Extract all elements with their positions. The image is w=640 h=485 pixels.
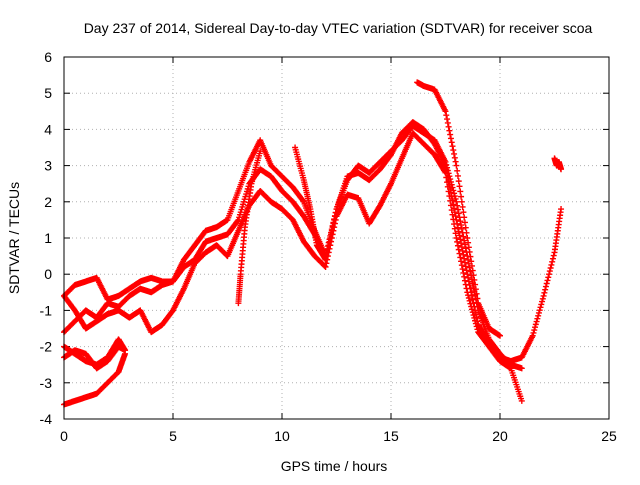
series-7 [414, 79, 503, 339]
series-markers [414, 79, 503, 339]
plot-frame [63, 56, 610, 420]
x-tick-label: 10 [274, 428, 290, 444]
series-8 [292, 144, 329, 263]
grid [64, 57, 609, 419]
y-tick-label: 1 [44, 230, 52, 246]
series-9 [235, 148, 264, 307]
y-tick-label: 3 [44, 158, 52, 174]
data-points [61, 79, 565, 408]
x-tick-label: 0 [60, 428, 68, 444]
y-tick-label: 0 [44, 266, 52, 282]
x-tick-label: 5 [169, 428, 177, 444]
x-tick-label: 20 [492, 428, 508, 444]
y-tick-label: 6 [44, 49, 52, 65]
y-tick-label: -2 [40, 339, 53, 355]
y-tick-label: 2 [44, 194, 52, 210]
series-markers [61, 350, 129, 408]
x-tick-label: 15 [383, 428, 399, 444]
y-tick-label: -1 [40, 302, 53, 318]
y-tick-label: 4 [44, 121, 52, 137]
series-markers [235, 148, 264, 307]
series-markers [292, 144, 329, 263]
series-markers [551, 155, 565, 173]
chart-title: Day 237 of 2014, Sidereal Day-to-day VTE… [84, 20, 593, 36]
series-10 [551, 155, 565, 173]
y-tick-label: -4 [40, 411, 53, 427]
y-axis-label: SDTVAR / TECUs [6, 182, 22, 294]
y-tick-label: 5 [44, 85, 52, 101]
x-axis-label: GPS time / hours [281, 458, 388, 474]
y-tick-label: -3 [40, 375, 53, 391]
series-5 [61, 350, 129, 408]
x-tick-label: 25 [601, 428, 617, 444]
